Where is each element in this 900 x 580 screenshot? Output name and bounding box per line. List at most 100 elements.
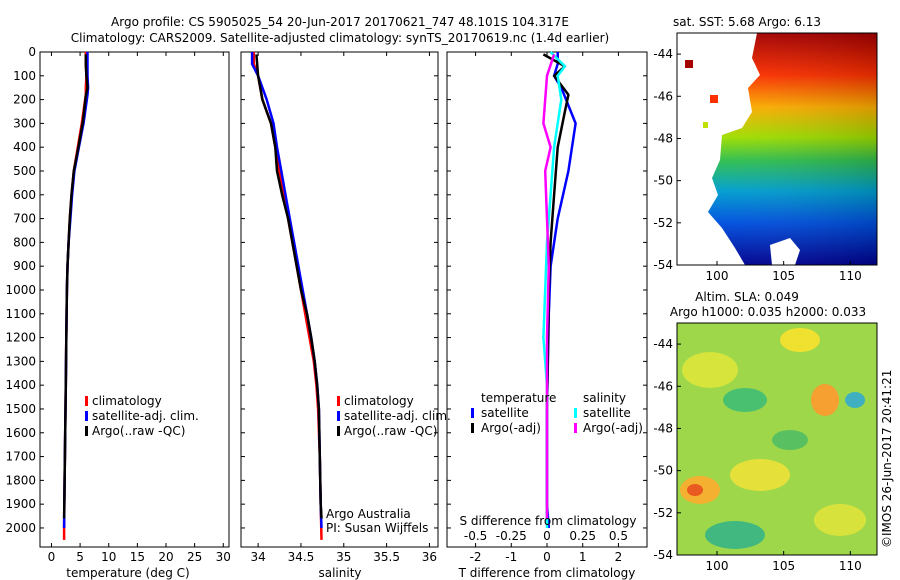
map-x-tick-label: 105 [772, 559, 795, 573]
y-tick-label: 1800 [5, 473, 36, 487]
map-y-tick-label: -44 [653, 337, 673, 351]
map-x-tick-label: 100 [706, 559, 729, 573]
temperature-legend: climatology satellite-adj. clim. Argo(..… [85, 394, 199, 438]
x-tick-label: 36 [422, 550, 437, 564]
sst-speckle [685, 60, 693, 68]
legend-label-satellite: satellite-adj. clim. [92, 409, 199, 423]
legend-swatch-s-satellite [574, 408, 577, 418]
y-tick-label: 100 [13, 69, 36, 83]
x-tick-label: 2 [615, 550, 623, 564]
s-difference-xlabel: S difference from climatology [460, 514, 637, 528]
y-tick-label: 500 [13, 164, 36, 178]
legend-swatch-satellite [85, 411, 88, 421]
y-tick-label: 300 [13, 116, 36, 130]
y-tick-label: 2000 [5, 521, 36, 535]
y-tick-label: 1600 [5, 426, 36, 440]
y-tick-label: 1900 [5, 497, 36, 511]
sst-map-title: sat. SST: 5.68 Argo: 6.13 [673, 15, 821, 29]
temperature-panel: 0100200300400500600700800900100011001200… [5, 45, 230, 580]
legend-label-argo: Argo(..raw -QC) [344, 424, 437, 438]
legend-swatch-satellite [337, 411, 340, 421]
x-tick-label: 30 [216, 550, 231, 564]
sla-map-panel: Altim. SLA: 0.049 Argo h1000: 0.035 h200… [653, 290, 878, 573]
temperature-axes-frame [39, 51, 230, 548]
s-tick-label: 0.5 [609, 529, 628, 543]
x-tick-label: 10 [101, 550, 116, 564]
legend-swatch-s-argo [574, 423, 577, 433]
map-y-tick-label: -48 [653, 421, 673, 435]
map-y-tick-label: -54 [653, 258, 673, 272]
legend-swatch-argo [85, 426, 88, 436]
salinity-panel: 34 34.5 35 35.5 36 climatology satellite-adj… [240, 51, 451, 580]
temperature-xlabel: temperature (deg C) [66, 566, 189, 580]
sst-cloud-mask [770, 238, 800, 265]
y-tick-label: 800 [13, 235, 36, 249]
s-tick-label: -0.25 [496, 529, 527, 543]
s-tick-label: 0.25 [569, 529, 596, 543]
legend-swatch-t-satellite [471, 408, 474, 418]
sst-land-mask [677, 33, 760, 265]
x-tick-label: 1 [579, 550, 587, 564]
sla-map-title: Altim. SLA: 0.049 [695, 290, 799, 304]
sla-blob [772, 430, 808, 450]
legend-label-climatology: climatology [344, 394, 414, 408]
y-tick-label: 1100 [5, 307, 36, 321]
y-tick-label: 1000 [5, 283, 36, 297]
series-line-climatology [252, 52, 323, 540]
x-tick-label: 20 [158, 550, 173, 564]
map-y-tick-label: -44 [653, 47, 673, 61]
legend-title-salinity: salinity [583, 391, 626, 405]
sla-blob [723, 388, 767, 412]
sla-blob [811, 384, 839, 416]
y-tick-label: 1400 [5, 378, 36, 392]
sla-blob [780, 328, 820, 352]
map-y-tick-label: -46 [653, 379, 673, 393]
sla-blob [730, 459, 790, 491]
sst-speckle [703, 122, 708, 128]
x-tick-label: 0 [543, 550, 551, 564]
y-tick-label: 600 [13, 188, 36, 202]
salinity-legend: climatology satellite-adj. clim. Argo(..… [337, 394, 451, 438]
salinity-xlabel: salinity [318, 566, 361, 580]
s-tick-label: -0.5 [464, 529, 487, 543]
x-tick-label: 25 [187, 550, 202, 564]
x-tick-label: 35.5 [373, 550, 400, 564]
salinity-annotation-line1: Argo Australia [326, 507, 411, 521]
legend-label-s-argo: Argo(-adj) [583, 421, 643, 435]
x-tick-label: 34.5 [288, 550, 315, 564]
salinity-axes-frame [240, 51, 439, 548]
sla-map-frame [676, 322, 878, 556]
sla-map-subtitle: Argo h1000: 0.035 h2000: 0.033 [670, 305, 866, 319]
x-tick-label: -1 [505, 550, 517, 564]
y-tick-label: 200 [13, 93, 36, 107]
s-tick-label: 0 [543, 529, 551, 543]
figure-title-line1: Argo profile: CS 5905025_54 20-Jun-2017 … [111, 15, 569, 29]
y-tick-label: 1300 [5, 354, 36, 368]
x-tick-label: 5 [76, 550, 84, 564]
y-tick-label: 0 [28, 45, 36, 59]
legend-label-t-satellite: satellite [481, 406, 529, 420]
figure-title-line2: Climatology: CARS2009. Satellite-adjuste… [71, 31, 609, 45]
y-tick-label: 1500 [5, 402, 36, 416]
legend-swatch-climatology [337, 396, 340, 406]
imos-stamp: ©IMOS 26-Jun-2017 20:41:21 [880, 370, 894, 548]
legend-title-temperature: temperature [481, 391, 556, 405]
legend-label-t-argo: Argo(-adj) [481, 421, 541, 435]
map-x-tick-label: 110 [839, 559, 862, 573]
map-y-tick-label: -52 [653, 216, 673, 230]
t-difference-xlabel: T difference from climatology [458, 566, 636, 580]
x-tick-label: 35 [336, 550, 351, 564]
map-y-tick-label: -46 [653, 89, 673, 103]
sst-speckle [710, 95, 718, 103]
sla-blob [845, 392, 865, 408]
difference-legend: temperature salinity satellite Argo(-adj… [471, 391, 643, 435]
y-tick-label: 400 [13, 140, 36, 154]
y-tick-label: 1200 [5, 331, 36, 345]
salinity-annotation-line2: PI: Susan Wijffels [326, 521, 428, 535]
series-line-s-argo-adj [542, 54, 556, 519]
series-line-argo-raw-qc [62, 54, 89, 519]
sla-blob [687, 484, 703, 496]
series-line-argo-raw-qc [255, 54, 323, 519]
sla-blob [814, 504, 866, 536]
